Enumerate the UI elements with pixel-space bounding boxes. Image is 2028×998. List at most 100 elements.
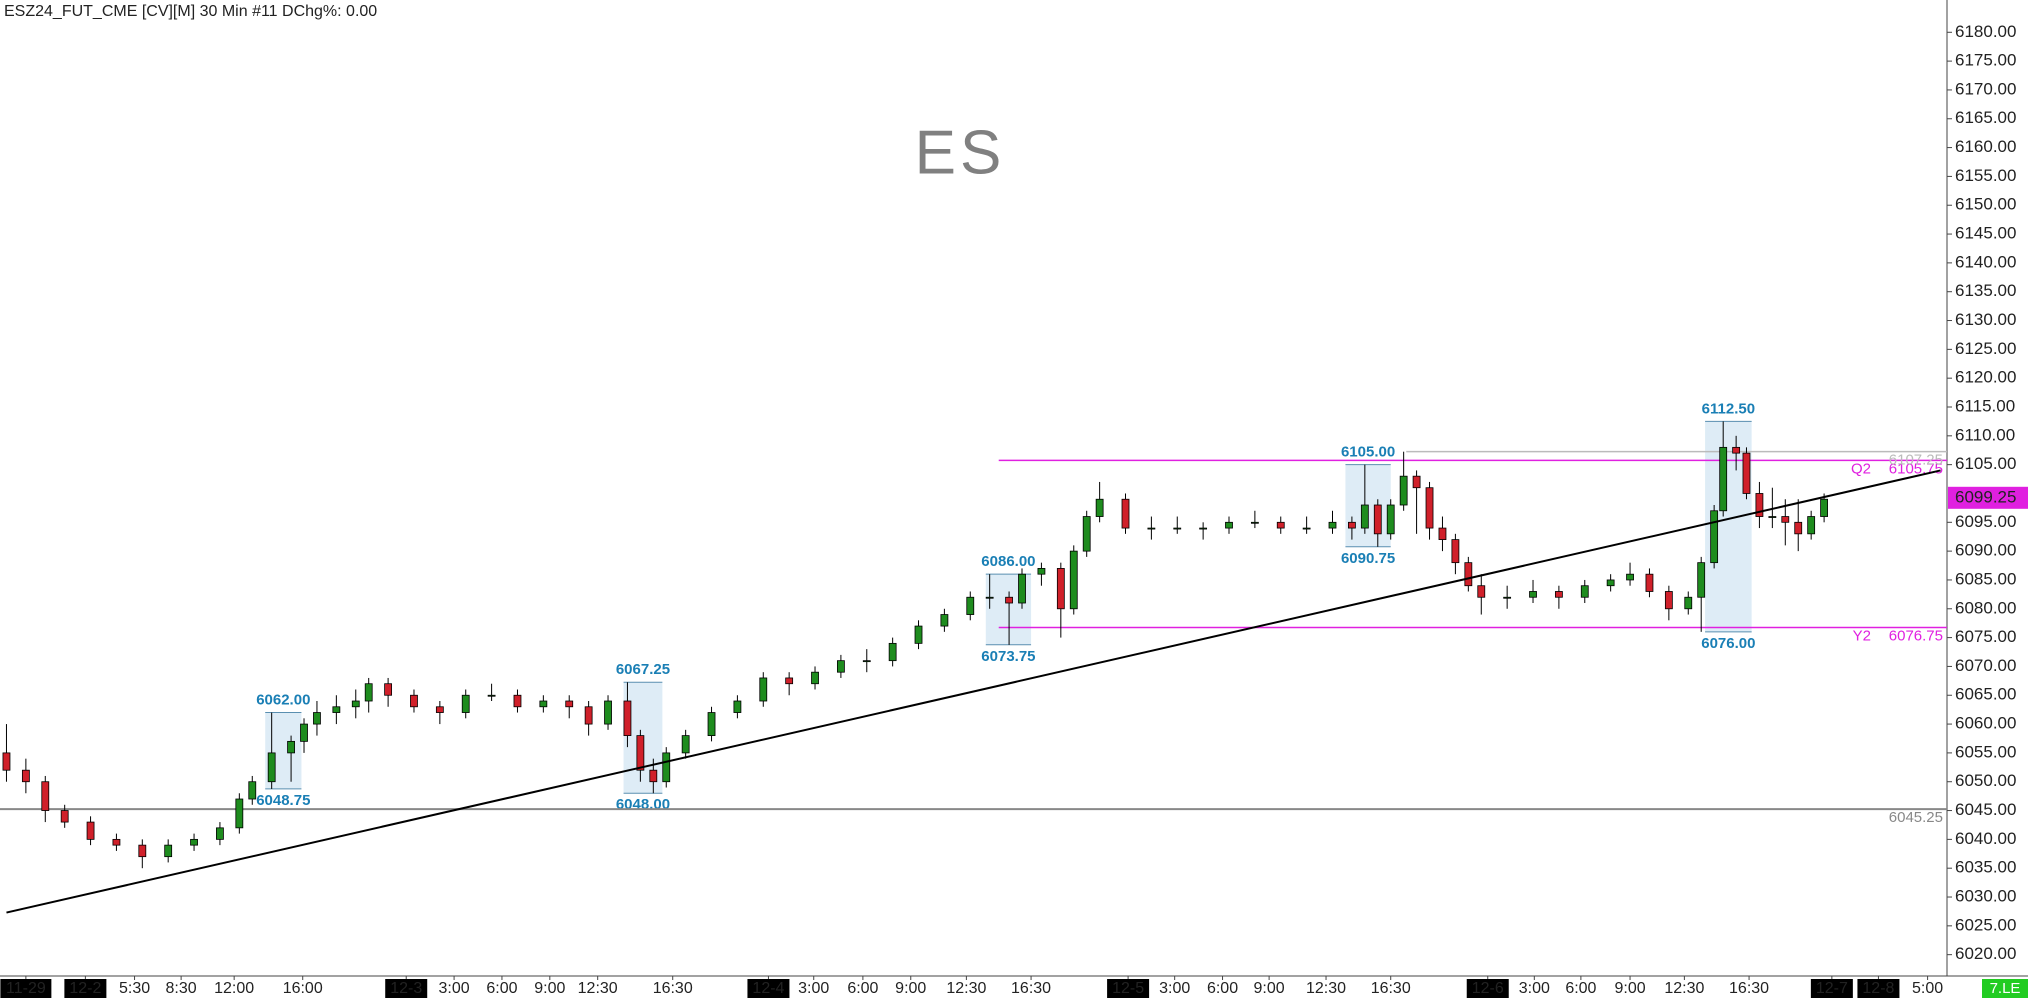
candle-body: [1684, 596, 1693, 610]
x-tick-label: 6:00: [1565, 980, 1596, 997]
x-tick-label: 12:00: [214, 980, 254, 997]
candle-body: [565, 700, 574, 708]
candle-body: [287, 740, 295, 754]
level-value: 6045.25: [1889, 809, 1943, 826]
candle-body: [1606, 579, 1615, 587]
date-label-bg: [747, 979, 790, 998]
candle-body: [707, 712, 716, 737]
candle-body: [1451, 539, 1460, 564]
date-label-bg: [1810, 979, 1853, 998]
candle-body: [1503, 596, 1512, 599]
range-high-label: 6062.00: [256, 692, 310, 709]
y-tick-label: 6140.00: [1955, 252, 2016, 271]
last-price-box: [1948, 486, 2028, 509]
x-tick-label: 6:00: [1207, 980, 1238, 997]
candle-body: [1412, 475, 1421, 489]
y-tick-label: 6020.00: [1955, 944, 2016, 963]
y-tick-label: 6085.00: [1955, 569, 2016, 588]
candle-body: [1373, 504, 1382, 535]
candle-body: [1768, 516, 1777, 518]
x-tick-label: 16:30: [653, 980, 693, 997]
candle-body: [966, 596, 975, 615]
candle-body: [1005, 596, 1013, 604]
candle-body: [811, 671, 819, 685]
watermark: ES: [915, 118, 1006, 187]
x-tick-label: 16:30: [1011, 980, 1051, 997]
x-tick-label: 12-2: [69, 980, 101, 997]
candle-body: [604, 700, 612, 725]
level-value: 6076.75: [1889, 627, 1943, 644]
x-tick-label: 5:30: [119, 980, 150, 997]
candle-body: [1250, 521, 1259, 524]
date-label-bg: [1466, 979, 1509, 998]
y-tick-label: 6090.00: [1955, 541, 2016, 560]
date-label-bg: [1857, 979, 1900, 998]
x-tick-label: 12-8: [1862, 980, 1894, 997]
candle-body: [1386, 504, 1395, 535]
x-tick-label: 12-5: [1112, 980, 1144, 997]
y-tick-label: 6095.00: [1955, 512, 2016, 531]
y-tick-label: 6025.00: [1955, 915, 2016, 934]
status-box: [1982, 979, 2028, 998]
candle-body: [1399, 475, 1408, 506]
y-tick-label: 6040.00: [1955, 829, 2016, 848]
candle-body: [435, 706, 444, 713]
candle-body: [1095, 498, 1104, 517]
candle-body: [300, 723, 308, 742]
candle-body: [1807, 516, 1816, 535]
y-tick-label: 6050.00: [1955, 771, 2016, 790]
candle-body: [888, 642, 897, 662]
x-tick-label: 8:30: [166, 980, 197, 997]
x-tick-label: 6:00: [847, 980, 878, 997]
candle-body: [384, 683, 393, 696]
x-tick-label: 16:00: [283, 980, 323, 997]
candle-body: [940, 614, 949, 627]
x-tick-label: 9:00: [1254, 980, 1285, 997]
range-low-label: 6090.75: [1341, 550, 1395, 567]
candle-body: [1199, 527, 1208, 530]
range-low-label: 6076.00: [1701, 635, 1755, 652]
y-tick-label: 6180.00: [1955, 22, 2016, 41]
candle-body: [60, 810, 69, 823]
candle-body: [332, 706, 341, 713]
candle-body: [138, 844, 147, 858]
candle-body: [1328, 521, 1337, 529]
candle-body: [862, 660, 871, 663]
candle-body: [1529, 591, 1537, 598]
x-tick-label: 9:00: [895, 980, 926, 997]
y-tick-label: 6080.00: [1955, 598, 2016, 617]
candle-body: [313, 712, 321, 725]
candle-body: [216, 827, 224, 840]
candle-body: [1056, 568, 1065, 610]
y-tick-label: 6160.00: [1955, 137, 2016, 156]
y-tick-label: 6150.00: [1955, 195, 2016, 214]
candle-body: [1147, 527, 1156, 530]
y-tick-label: 6145.00: [1955, 224, 2016, 243]
y-tick-label: 6130.00: [1955, 310, 2016, 329]
candle-body: [21, 769, 30, 783]
candle-body: [1173, 527, 1182, 530]
candle-body: [190, 838, 198, 846]
range-low-label: 6048.75: [256, 792, 310, 809]
range-high-label: 6112.50: [1702, 400, 1755, 417]
candle-body: [836, 660, 845, 673]
status-label: 7.LE: [1990, 980, 2021, 997]
candle-body: [1438, 527, 1447, 540]
y-tick-label: 6175.00: [1955, 51, 2016, 70]
range-low-label: 6048.00: [616, 796, 670, 813]
candle-body: [461, 694, 470, 713]
range-high-label: 6086.00: [981, 553, 1035, 570]
candle-body: [2, 752, 11, 771]
y-tick-label: 6125.00: [1955, 339, 2016, 358]
candle-body: [985, 596, 994, 599]
date-label-bg: [0, 979, 52, 998]
x-tick-label: 12:30: [578, 980, 618, 997]
chart-title: ESZ24_FUT_CME [CV][M] 30 Min #11 DChg%: …: [4, 3, 377, 20]
candle-body: [539, 700, 548, 708]
y-tick-label: 6165.00: [1955, 108, 2016, 127]
y-tick-label: 6135.00: [1955, 281, 2016, 300]
x-tick-label: 12:30: [946, 980, 986, 997]
candle-body: [1626, 573, 1634, 581]
y-tick-label: 6155.00: [1955, 166, 2016, 185]
